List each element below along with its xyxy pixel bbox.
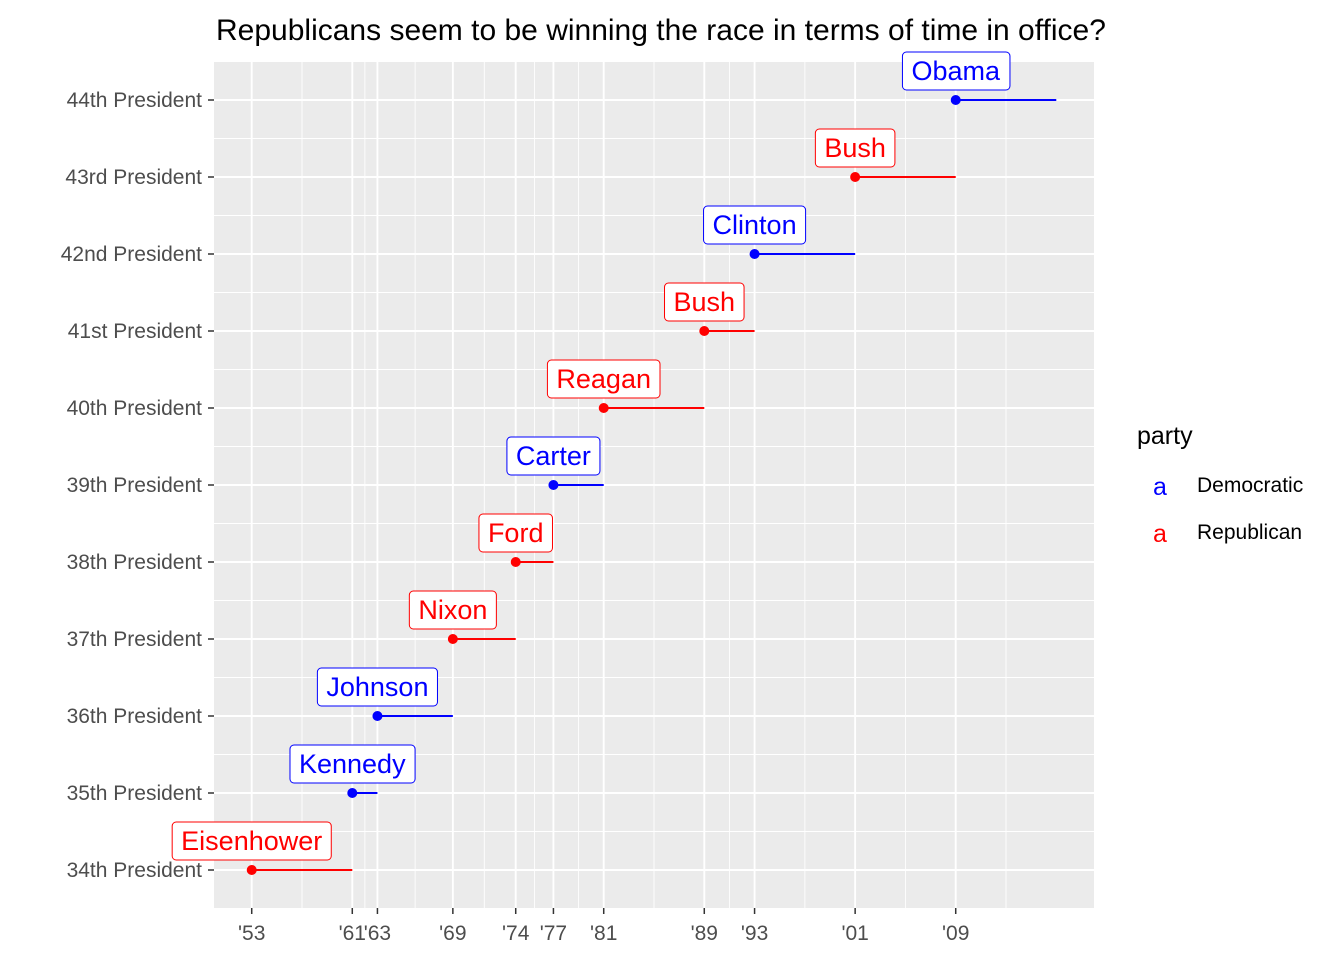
- y-tick-label: 40th President: [67, 397, 203, 420]
- president-name: Johnson: [326, 672, 428, 702]
- term-start-point: [598, 403, 609, 413]
- president-label-box: [901, 51, 1011, 91]
- x-tick-label: '93: [741, 922, 768, 945]
- term-start-point: [950, 95, 961, 105]
- president-name: Nixon: [418, 595, 487, 625]
- president-label-box: [289, 744, 416, 784]
- president-label-box: [478, 513, 553, 553]
- x-tick-label: '01: [841, 922, 868, 945]
- x-tick-label: '69: [439, 922, 466, 945]
- y-tick-label: 42nd President: [61, 243, 202, 266]
- president-label: Obama: [901, 51, 1011, 91]
- x-tick-label: '89: [691, 922, 718, 945]
- term-start-point: [510, 557, 521, 567]
- president-label: Reagan: [546, 359, 661, 399]
- president-label: Bush: [664, 282, 745, 322]
- y-tick-label: 44th President: [67, 89, 203, 112]
- legend: party a Democratic a Republican: [1137, 422, 1303, 548]
- legend-entry-label: Republican: [1197, 521, 1302, 544]
- x-tick-label: '53: [238, 922, 265, 945]
- y-tick-label: 39th President: [67, 474, 203, 497]
- term-start-point: [246, 865, 257, 875]
- term-start-point: [447, 634, 458, 644]
- y-tick-label: 36th President: [67, 705, 203, 728]
- president-label-box: [316, 667, 438, 707]
- x-tick-label: '09: [942, 922, 969, 945]
- president-label: Bush: [814, 128, 896, 168]
- president-label: Clinton: [703, 205, 807, 245]
- grid-lines: [214, 62, 1094, 909]
- legend-key-glyph: a: [1153, 520, 1167, 548]
- y-tick-label: 41st President: [68, 320, 202, 343]
- x-tick-label: '81: [590, 922, 617, 945]
- x-tick-label: '77: [540, 922, 567, 945]
- president-name: Reagan: [556, 364, 651, 394]
- x-tick-label: '61: [339, 922, 366, 945]
- president-label-box: [171, 821, 332, 861]
- term-start-point: [850, 172, 861, 182]
- data-marks: Eisenhower Kennedy Johnson Nixon Ford Carter R…: [171, 51, 1057, 875]
- term-start-point: [347, 788, 358, 798]
- president-label-box: [664, 282, 745, 322]
- legend-title: party: [1137, 422, 1193, 450]
- chart-title: Republicans seem to be winning the race …: [216, 14, 1106, 47]
- term-start-point: [699, 326, 710, 336]
- president-label-box: [546, 359, 661, 399]
- y-tick-label: 34th President: [67, 859, 203, 882]
- president-name: Carter: [516, 441, 591, 471]
- axes: 34th President 35th President 36th Preside…: [61, 89, 970, 945]
- x-tick-label: '74: [502, 922, 530, 945]
- president-name: Bush: [674, 287, 736, 317]
- term-start-point: [372, 711, 383, 721]
- president-name: Kennedy: [299, 749, 406, 779]
- president-name: Clinton: [713, 210, 797, 240]
- president-name: Bush: [824, 133, 886, 163]
- legend-entry-label: Democratic: [1197, 474, 1303, 497]
- term-start-point: [548, 480, 559, 490]
- y-tick-label: 35th President: [67, 782, 203, 805]
- president-label: Kennedy: [289, 744, 416, 784]
- president-name: Obama: [911, 56, 1001, 86]
- president-label-box: [506, 436, 601, 476]
- president-name: Eisenhower: [181, 826, 322, 856]
- president-label: Nixon: [408, 590, 497, 630]
- president-label: Johnson: [316, 667, 438, 707]
- x-tick-label: '63: [364, 922, 391, 945]
- term-start-point: [749, 249, 760, 259]
- y-tick-label: 38th President: [67, 551, 203, 574]
- president-label-box: [408, 590, 497, 630]
- president-label-box: [703, 205, 807, 245]
- y-tick-label: 43rd President: [65, 166, 202, 189]
- president-label-box: [814, 128, 896, 168]
- legend-key-glyph: a: [1153, 473, 1167, 501]
- president-label: Ford: [478, 513, 553, 553]
- president-label: Carter: [506, 436, 601, 476]
- president-label: Eisenhower: [171, 821, 332, 861]
- president-name: Ford: [488, 518, 544, 548]
- y-tick-label: 37th President: [67, 628, 203, 651]
